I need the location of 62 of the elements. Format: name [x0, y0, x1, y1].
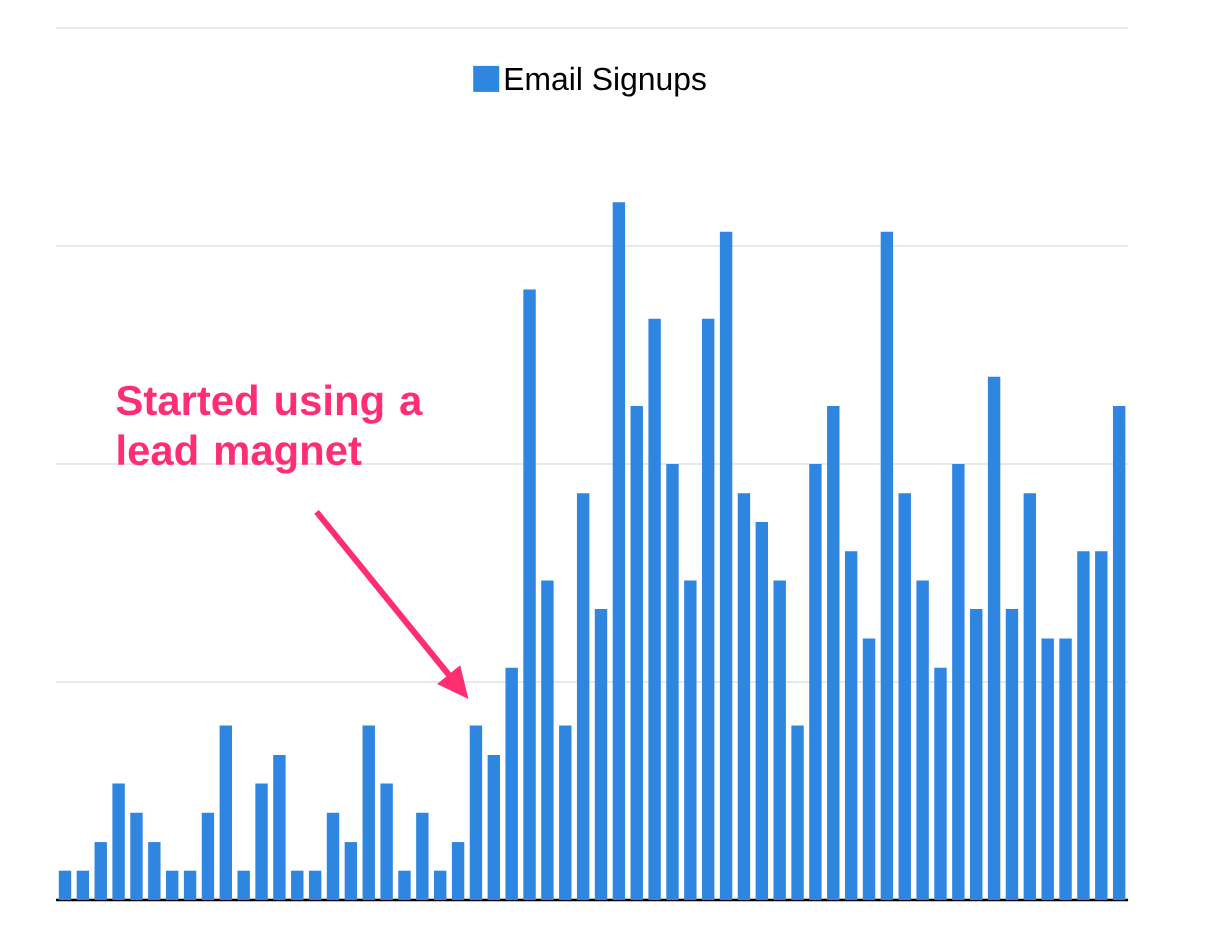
bar — [1112, 406, 1126, 900]
bar — [183, 870, 197, 900]
bar — [94, 842, 107, 900]
bar — [773, 580, 786, 900]
bar — [862, 638, 876, 900]
legend-label: Email Signups — [505, 66, 706, 97]
bar — [880, 231, 894, 900]
bar — [148, 842, 161, 900]
bar — [809, 463, 822, 900]
annotation: Started using a lead magnet — [116, 384, 423, 474]
bar — [559, 725, 572, 900]
bar — [1059, 638, 1072, 900]
bar — [1095, 551, 1108, 900]
bar — [326, 812, 340, 900]
bar — [541, 580, 554, 900]
bar — [523, 289, 536, 900]
bar — [934, 667, 947, 900]
bar — [1041, 638, 1054, 900]
bar — [130, 812, 143, 900]
bar — [237, 870, 250, 900]
bar — [58, 870, 72, 900]
bar — [273, 754, 286, 900]
bar — [1077, 551, 1090, 900]
bar — [827, 406, 840, 900]
bar — [791, 725, 804, 900]
bar — [684, 580, 697, 900]
bar — [380, 783, 393, 900]
bar — [970, 609, 983, 900]
bar — [702, 318, 715, 900]
bar — [505, 667, 518, 900]
bar — [755, 521, 769, 900]
bar — [112, 783, 125, 900]
bar — [630, 406, 643, 900]
bar — [844, 551, 858, 900]
bar — [308, 870, 322, 900]
bar — [219, 725, 233, 900]
bar — [719, 231, 733, 900]
bar — [898, 493, 911, 900]
bar — [576, 493, 590, 900]
bar — [416, 812, 429, 900]
bar — [291, 870, 304, 900]
bar — [952, 463, 965, 900]
bar — [398, 870, 411, 900]
bar — [255, 783, 268, 900]
bar — [987, 376, 1001, 900]
bar — [666, 463, 679, 900]
bar — [487, 754, 501, 900]
bar — [648, 318, 661, 900]
bar — [1005, 609, 1019, 900]
bar — [594, 609, 608, 900]
bar — [737, 493, 751, 900]
bar — [612, 202, 626, 900]
bar — [344, 842, 358, 900]
bar — [434, 870, 447, 900]
bar — [1023, 493, 1037, 900]
bar — [451, 842, 465, 900]
bar — [201, 812, 215, 900]
bar — [76, 870, 90, 900]
bar — [166, 870, 179, 900]
bar — [916, 580, 929, 900]
bar — [469, 725, 483, 900]
bar — [362, 725, 375, 900]
